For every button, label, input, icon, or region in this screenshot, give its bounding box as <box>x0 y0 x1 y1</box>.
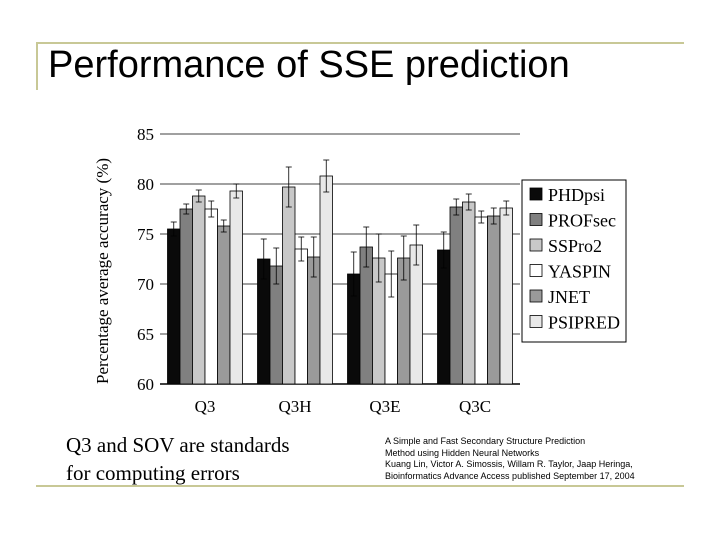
citation-line: A Simple and Fast Secondary Structure Pr… <box>385 436 586 446</box>
bar <box>229 190 243 385</box>
legend-label: SSPro2 <box>548 236 602 256</box>
bar <box>462 201 476 385</box>
citation-line: Method using Hidden Neural Networks <box>385 447 540 458</box>
y-tick-label: 65 <box>137 325 154 344</box>
legend-swatch <box>529 315 543 328</box>
legend-label: PROFsec <box>548 211 616 231</box>
legend-swatch <box>529 289 543 303</box>
y-tick-label: 85 <box>137 125 154 144</box>
legend-swatch <box>529 187 543 201</box>
legend-label: PSIPRED <box>548 313 620 333</box>
bar <box>487 215 501 385</box>
x-tick-label: Q3E <box>369 397 400 416</box>
bar <box>167 228 181 385</box>
x-tick-label: Q3 <box>195 397 216 416</box>
x-tick-label: Q3C <box>459 397 491 416</box>
caption: Q3 and SOV are standards for computing e… <box>66 431 290 487</box>
legend-label: YASPIN <box>548 262 611 282</box>
caption-line: Q3 and SOV are standards <box>66 433 290 457</box>
citation-line: Kuang Lin, Victor A. Simossis, Willam R.… <box>385 459 633 469</box>
legend-swatch <box>529 238 543 252</box>
x-tick-label: Q3H <box>278 397 311 416</box>
bar <box>192 195 206 385</box>
y-tick-label: 60 <box>137 375 154 394</box>
footer-divider <box>36 485 684 487</box>
title-accent-horizontal <box>36 42 684 44</box>
bar <box>217 225 231 385</box>
y-tick-label: 75 <box>137 225 154 244</box>
citation: A Simple and Fast Secondary Structure Pr… <box>385 436 635 482</box>
legend-box <box>521 179 627 343</box>
bar <box>499 207 513 385</box>
bar <box>359 246 373 385</box>
bar <box>204 208 218 385</box>
legend-swatch <box>529 213 543 226</box>
accuracy-bar-chart: 60 65 70 75 80 85 Percentage average accuracy … <box>93 125 627 416</box>
y-tick-label: 80 <box>137 175 154 194</box>
bar <box>294 248 308 385</box>
bar <box>409 244 423 385</box>
bar <box>449 206 463 385</box>
page-title: Performance of SSE prediction <box>48 44 570 86</box>
caption-line: for computing errors <box>66 461 240 485</box>
y-tick-label: 70 <box>137 275 154 294</box>
bar <box>437 249 451 385</box>
legend-label: PHDpsi <box>548 185 605 205</box>
bar <box>282 186 296 385</box>
bar <box>474 216 488 385</box>
bar <box>319 175 333 385</box>
legend-label: JNET <box>548 287 590 307</box>
bar <box>179 208 193 385</box>
citation-line: Bioinformatics Advance Access published … <box>385 470 635 481</box>
title-accent-vertical <box>36 42 38 90</box>
legend-swatch <box>529 264 543 277</box>
y-axis-label: Percentage average accuracy (%) <box>93 158 112 384</box>
